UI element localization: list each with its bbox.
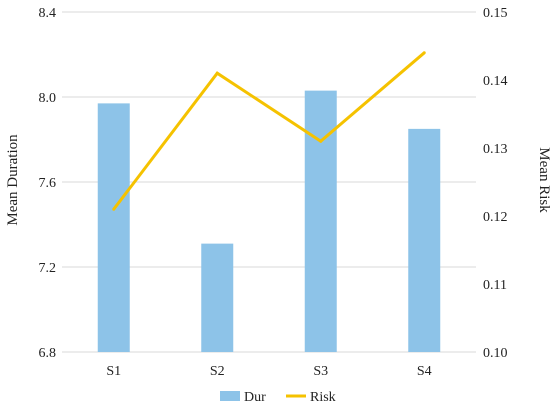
duration-bars (97, 90, 441, 352)
left-axis-title: Mean Duration (5, 134, 21, 226)
left-tick-label: 7.2 (39, 261, 57, 276)
right-axis-title: Mean Risk (536, 147, 550, 213)
risk-point-s2 (215, 71, 219, 75)
right-tick-label: 0.11 (483, 278, 507, 293)
x-axis-ticks: S1 S2 S3 S4 (106, 364, 431, 379)
gridlines (62, 11, 476, 353)
left-axis-ticks: 6.8 7.2 7.6 8.0 8.4 (39, 6, 57, 361)
right-tick-label: 0.14 (483, 74, 508, 89)
right-tick-label: 0.10 (483, 346, 508, 361)
left-tick-label: 7.6 (39, 176, 57, 191)
legend-swatch-dur (220, 391, 240, 401)
x-tick-label: S1 (106, 364, 121, 379)
right-tick-label: 0.12 (483, 210, 508, 225)
risk-series-line (112, 51, 426, 211)
legend-label-dur: Dur (244, 390, 266, 405)
left-tick-label: 8.4 (39, 6, 57, 21)
risk-point-s1 (112, 207, 116, 211)
risk-line (112, 51, 426, 211)
right-tick-label: 0.15 (483, 6, 508, 21)
right-axis-ticks: 0.10 0.11 0.12 0.13 0.14 0.15 (483, 6, 508, 361)
bar-s4 (408, 128, 441, 352)
x-tick-label: S4 (417, 364, 432, 379)
right-tick-label: 0.13 (483, 142, 508, 157)
risk-point-s4 (422, 51, 426, 55)
left-tick-label: 6.8 (39, 346, 57, 361)
legend-label-risk: Risk (310, 390, 336, 405)
bar-s2 (201, 243, 234, 352)
x-tick-label: S2 (210, 364, 225, 379)
bar-s1 (97, 103, 130, 352)
legend: Dur Risk (220, 390, 336, 405)
risk-point-s3 (319, 139, 323, 143)
left-tick-label: 8.0 (39, 91, 57, 106)
x-tick-label: S3 (313, 364, 328, 379)
